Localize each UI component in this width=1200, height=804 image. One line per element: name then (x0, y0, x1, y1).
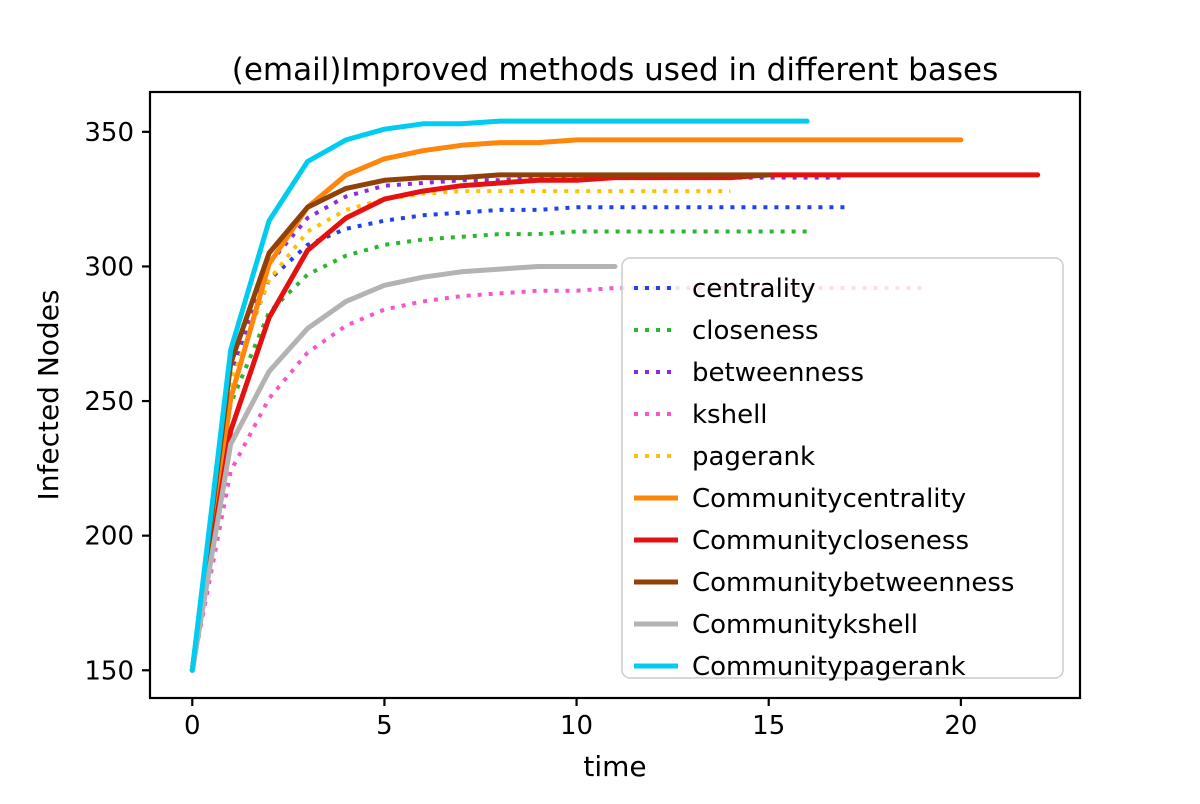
x-tick-label: 10 (560, 711, 593, 741)
series-line-Communitycentrality (189, 137, 964, 673)
y-axis-label: Infected Nodes (32, 289, 65, 500)
x-axis-label: time (583, 750, 646, 783)
y-tick-label: 350 (84, 118, 134, 148)
legend-label: pagerank (692, 442, 815, 472)
legend-item-Communitypagerank: Communitypagerank (634, 652, 966, 682)
legend-item-Communitycloseness: Communitycloseness (634, 526, 969, 556)
legend-label: betweenness (692, 358, 864, 388)
legend: centrality closeness betweenness kshell page… (621, 257, 1064, 682)
legend-label: centrality (692, 274, 816, 304)
series-line-Communitypagerank (189, 118, 810, 673)
y-tick-label: 150 (84, 656, 134, 686)
legend-box (621, 257, 1064, 679)
series-line-betweenness (190, 175, 846, 671)
x-tick-label: 0 (184, 711, 201, 741)
legend-label: Communitycloseness (692, 526, 969, 556)
y-tick-label: 250 (84, 387, 134, 417)
legend-item-betweenness: betweenness (634, 358, 864, 388)
x-tick-label: 15 (752, 711, 785, 741)
series-line-centrality (190, 205, 846, 671)
y-tick-label: 300 (84, 252, 134, 282)
legend-item-Communitykshell: Communitykshell (634, 610, 918, 640)
series-line-kshell (190, 286, 923, 671)
legend-label: kshell (692, 400, 768, 430)
series-line-Communitybetweenness (189, 172, 772, 673)
legend-item-closeness: closeness (634, 316, 819, 346)
legend-label: closeness (692, 316, 819, 346)
legend-item-pagerank: pagerank (634, 442, 815, 472)
legend-item-Communitybetweenness: Communitybetweenness (634, 568, 1014, 598)
chart-title: (email)Improved methods used in differen… (232, 52, 998, 88)
series-line-pagerank (190, 189, 731, 671)
y-tick-label: 200 (84, 522, 134, 552)
legend-label: Communitypagerank (692, 652, 966, 682)
legend-item-centrality: centrality (634, 274, 816, 304)
series-line-closeness (190, 229, 808, 671)
x-tick-label: 20 (944, 711, 977, 741)
legend-label: Communitybetweenness (692, 568, 1014, 598)
legend-label: Communitycentrality (692, 484, 966, 514)
legend-item-kshell: kshell (634, 400, 768, 430)
legend-item-Communitycentrality: Communitycentrality (634, 484, 966, 514)
legend-label: Communitykshell (692, 610, 918, 640)
x-tick-label: 5 (376, 711, 393, 741)
series-line-Communitykshell (189, 264, 618, 673)
plot-frame (148, 90, 1082, 700)
series-line-Communitycloseness (189, 172, 1041, 673)
